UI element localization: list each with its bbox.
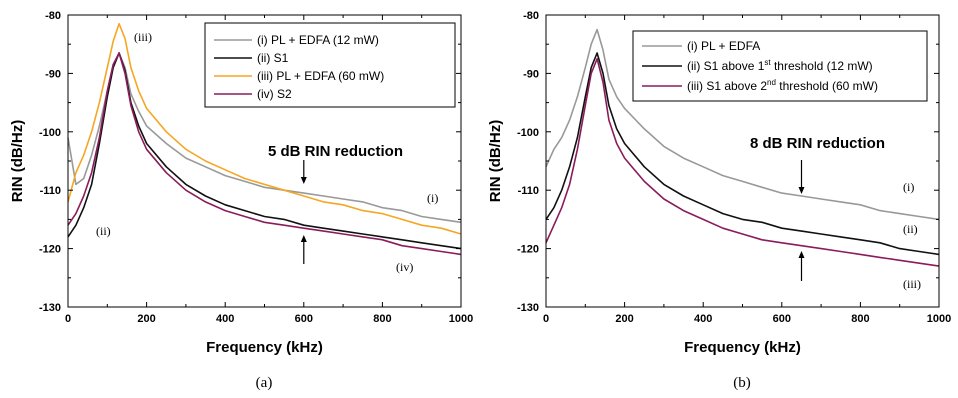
y-axis-label-a: RIN (dB/Hz) <box>9 120 26 203</box>
series-line-i <box>545 28 940 221</box>
series-line-iv <box>67 52 462 256</box>
y-tick-label: -120 <box>517 244 539 256</box>
series-line-ii <box>67 52 462 250</box>
series-curves-b <box>545 28 940 267</box>
y-tick-labels-a: -80 -90 -100 -110 -120 -130 <box>39 10 61 314</box>
y-tick-label: -110 <box>40 185 61 197</box>
curve-label-ii-a: (ii) <box>96 224 111 238</box>
curve-label-iii-b: (iii) <box>903 277 921 291</box>
legend-label: (i) PL + EDFA <box>687 39 760 53</box>
x-tick-labels-a: 0 200 400 600 800 1000 <box>65 313 473 325</box>
y-tick-label: -80 <box>523 10 539 22</box>
curve-label-iv-a: (iv) <box>396 260 413 274</box>
legend-label: (ii) S1 <box>257 51 289 65</box>
legend-label: (iv) S2 <box>257 87 292 101</box>
legend-a: (i) PL + EDFA (12 mW) (ii) S1 (iii) PL +… <box>204 22 456 108</box>
series-line-iii <box>67 22 462 235</box>
chart-panel-a: 0 200 400 600 800 1000 -80 -90 -100 -110… <box>9 10 473 391</box>
y-tick-labels-b: -80 -90 -100 -110 -120 -130 <box>517 10 539 314</box>
series-line-ii <box>545 52 940 256</box>
x-tick-label: 0 <box>65 313 71 325</box>
legend-label: (iii) S1 above 2nd threshold (60 mW) <box>687 78 878 93</box>
subplot-label-a: (a) <box>256 375 273 391</box>
legend-label: (ii) S1 above 1st threshold (12 mW) <box>687 58 873 73</box>
legend-label: (iii) PL + EDFA (60 mW) <box>257 69 384 83</box>
x-tick-label: 600 <box>295 313 313 325</box>
y-tick-label: -120 <box>39 244 61 256</box>
x-tick-label: 600 <box>773 313 791 325</box>
x-tick-label: 800 <box>373 313 391 325</box>
y-tick-label: -130 <box>517 302 539 314</box>
y-tick-label: -100 <box>39 127 61 139</box>
legend-b: (i) PL + EDFA (ii) S1 above 1st threshol… <box>632 30 928 102</box>
x-axis-label-a: Frequency (kHz) <box>206 339 323 356</box>
curve-label-i-a: (i) <box>427 191 438 205</box>
subplot-label-b: (b) <box>733 375 751 391</box>
x-tick-label: 200 <box>137 313 155 325</box>
y-tick-label: -80 <box>45 10 61 22</box>
legend-label: (i) PL + EDFA (12 mW) <box>257 33 379 47</box>
x-tick-label: 1000 <box>449 313 473 325</box>
reduction-arrows-b <box>798 160 805 281</box>
x-tick-label: 800 <box>851 313 869 325</box>
curve-label-i-b: (i) <box>903 180 914 194</box>
axis-ticks-a <box>67 14 462 308</box>
reduction-arrows-a <box>300 160 307 264</box>
y-tick-label: -110 <box>518 185 539 197</box>
annotation-rin-reduction-b: 8 dB RIN reduction <box>750 135 885 152</box>
curve-label-iii-a: (iii) <box>134 30 152 44</box>
chart-panel-b: 0 200 400 600 800 1000 -80 -90 -100 -110… <box>487 10 951 391</box>
x-tick-label: 1000 <box>927 313 951 325</box>
annotation-rin-reduction-a: 5 dB RIN reduction <box>268 143 403 160</box>
series-line-i <box>67 52 462 224</box>
x-tick-label: 200 <box>615 313 633 325</box>
y-axis-label-b: RIN (dB/Hz) <box>487 120 504 203</box>
x-tick-labels-b: 0 200 400 600 800 1000 <box>543 313 951 325</box>
curve-label-ii-b: (ii) <box>903 222 918 236</box>
y-tick-label: -130 <box>39 302 61 314</box>
x-tick-label: 400 <box>216 313 234 325</box>
axis-ticks-b <box>545 14 940 308</box>
y-tick-label: -90 <box>523 68 539 80</box>
y-tick-label: -90 <box>45 68 61 80</box>
x-tick-label: 0 <box>543 313 549 325</box>
x-tick-label: 400 <box>694 313 712 325</box>
legend-box-a <box>204 22 456 108</box>
series-line-iii <box>545 57 940 267</box>
y-tick-label: -100 <box>517 127 539 139</box>
x-axis-label-b: Frequency (kHz) <box>684 339 801 356</box>
series-curves-a <box>67 22 462 256</box>
